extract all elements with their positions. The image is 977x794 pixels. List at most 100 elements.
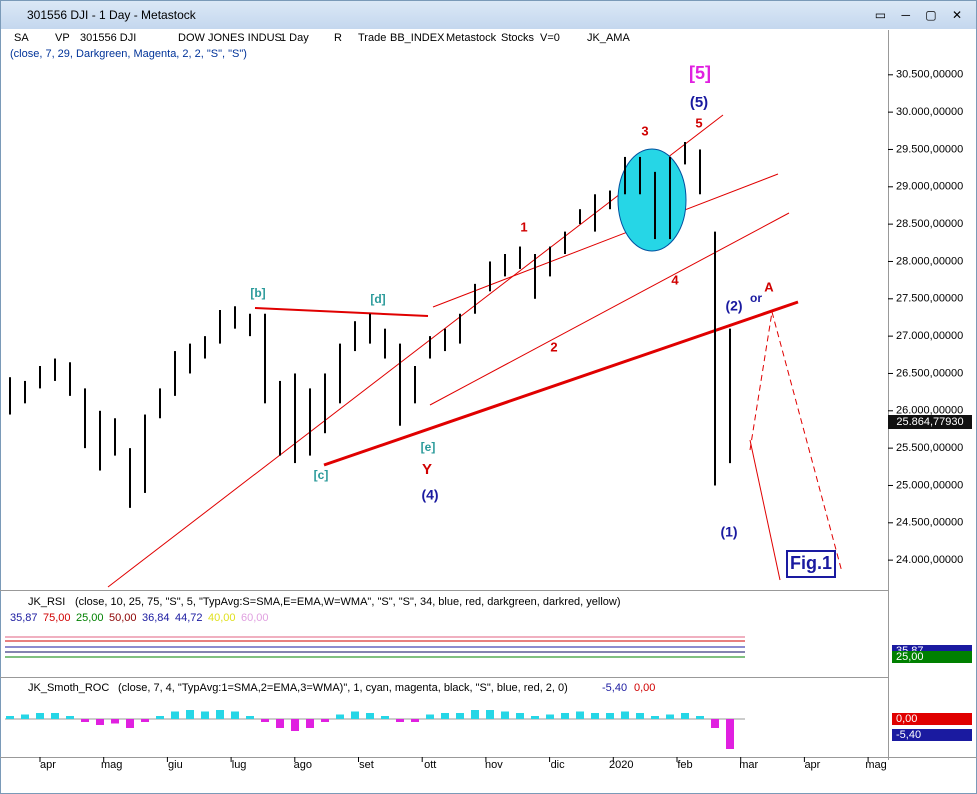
- x-tick-label: mar: [739, 759, 758, 771]
- x-tick-label: lug: [232, 759, 247, 771]
- toolbar-item[interactable]: V=0: [540, 32, 560, 44]
- roc-axis-box: [892, 713, 972, 725]
- roc-bar: [666, 714, 674, 719]
- roc-bar: [291, 719, 299, 731]
- window-buttons[interactable]: ▭ ─ ▢ ✕: [874, 8, 968, 22]
- roc-bar: [321, 719, 329, 722]
- roc-bar: [606, 713, 614, 719]
- y-tick-label: 28.000,00000: [896, 255, 963, 267]
- rsi-readout: 60,00: [241, 612, 269, 624]
- roc-bar: [546, 714, 554, 719]
- roc-bar: [81, 719, 89, 722]
- wave-label: 4: [671, 272, 679, 287]
- toolbar-item[interactable]: BB_INDEX: [390, 32, 445, 44]
- x-tick-label: feb: [677, 759, 692, 771]
- roc-bar: [246, 716, 254, 719]
- roc-bar: [231, 711, 239, 719]
- wave-label: (2): [725, 298, 742, 314]
- roc-bar: [486, 710, 494, 719]
- x-tick-label: ott: [424, 759, 436, 771]
- roc-bar: [381, 716, 389, 719]
- wave-label: [e]: [421, 440, 436, 454]
- y-tick-label: 24.000,00000: [896, 554, 963, 566]
- roc-bar: [636, 713, 644, 719]
- y-tick-label: 27.000,00000: [896, 330, 963, 342]
- roc-bar: [426, 714, 434, 719]
- rsi-params: (close, 10, 25, 75, "S", 5, "TypAvg:S=SM…: [75, 596, 621, 608]
- x-tick-label: apr: [804, 759, 820, 771]
- wave-label: 5: [695, 115, 702, 130]
- window-title: 301556 DJI - 1 Day - Metastock: [27, 8, 196, 22]
- x-tick-label: dic: [551, 759, 566, 771]
- rsi-readout: 36,84: [142, 612, 170, 624]
- x-tick-label: mag: [865, 759, 886, 771]
- toolbar-item[interactable]: R: [334, 32, 342, 44]
- x-tick-label: mag: [101, 759, 122, 771]
- roc-bar: [36, 713, 44, 719]
- roc-bar: [651, 716, 659, 719]
- rsi-readout: 75,00: [43, 612, 71, 624]
- roc-bar: [96, 719, 104, 725]
- roc-bar: [51, 713, 59, 719]
- wave-label: [5]: [689, 63, 711, 83]
- roc-bar: [441, 713, 449, 719]
- y-tick-label: 30.500,00000: [896, 69, 963, 81]
- toolbar-item[interactable]: Trade: [358, 32, 386, 44]
- toolbar-item[interactable]: SA: [14, 32, 29, 44]
- roc-bar: [126, 719, 134, 728]
- x-tick-label: giu: [168, 759, 183, 771]
- wave-label: [d]: [370, 292, 385, 306]
- toolbar-item[interactable]: Stocks: [501, 32, 535, 44]
- y-tick-label: 26.500,00000: [896, 367, 963, 379]
- x-tick-label: set: [359, 759, 374, 771]
- rsi-readout: 40,00: [208, 612, 236, 624]
- toolbar-item[interactable]: DOW JONES INDUS: [178, 32, 282, 44]
- toolbar-item[interactable]: 1 Day: [280, 32, 309, 44]
- y-tick-label: 29.000,00000: [896, 181, 963, 193]
- roc-bar: [471, 710, 479, 719]
- wave-label: or: [750, 291, 762, 305]
- wave-label: A: [764, 279, 774, 294]
- toolbar-item[interactable]: JK_AMA: [587, 32, 630, 44]
- y-tick-label: 25.000,00000: [896, 479, 963, 491]
- roc-bar: [156, 716, 164, 719]
- roc-axis-label: 0,00: [896, 713, 917, 725]
- roc-bar: [411, 719, 419, 722]
- roc-bar: [726, 719, 734, 749]
- y-tick-label: 25.500,00000: [896, 442, 963, 454]
- roc-bar: [681, 713, 689, 719]
- roc-readout: -5,40: [602, 682, 627, 694]
- roc-bar: [171, 711, 179, 719]
- roc-bar: [201, 711, 209, 719]
- roc-bar: [531, 716, 539, 719]
- roc-name: JK_Smoth_ROC: [28, 682, 109, 694]
- roc-bar: [66, 716, 74, 719]
- wave-label: [b]: [250, 286, 265, 300]
- roc-bar: [336, 714, 344, 719]
- roc-bar: [186, 710, 194, 719]
- rsi-axis-box: [892, 651, 972, 663]
- roc-bar: [711, 719, 719, 728]
- toolbar-item[interactable]: VP: [55, 32, 70, 44]
- wave-label: 3: [641, 123, 648, 138]
- y-tick-label: 27.500,00000: [896, 293, 963, 305]
- roc-readout: 0,00: [634, 682, 655, 694]
- roc-bar: [306, 719, 314, 728]
- rsi-readout: 25,00: [76, 612, 104, 624]
- wave-label: (1): [720, 524, 737, 540]
- toolbar-item[interactable]: 301556 DJI: [80, 32, 136, 44]
- wave-label: 1: [520, 219, 527, 234]
- wave-label: [c]: [314, 468, 329, 482]
- x-tick-label: apr: [40, 759, 56, 771]
- y-tick-label: 30.000,00000: [896, 106, 963, 118]
- roc-bar: [366, 713, 374, 719]
- x-tick-label: 2020: [609, 759, 633, 771]
- figure-label: Fig.1: [790, 553, 832, 573]
- roc-bar: [276, 719, 284, 728]
- roc-bar: [576, 711, 584, 719]
- x-tick-label: ago: [294, 759, 312, 771]
- roc-bar: [216, 710, 224, 719]
- toolbar-item[interactable]: Metastock: [446, 32, 497, 44]
- roc-bar: [21, 714, 29, 719]
